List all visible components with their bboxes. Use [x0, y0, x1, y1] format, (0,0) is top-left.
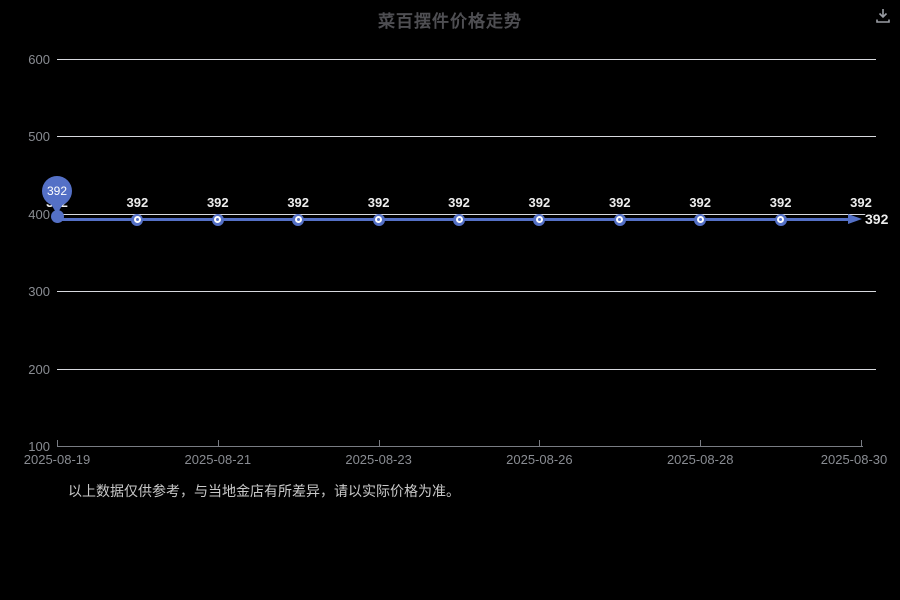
axis-tick: [861, 440, 862, 446]
data-point-marker[interactable]: [372, 213, 385, 226]
x-axis-tick-label: 2025-08-26: [506, 452, 573, 467]
data-point-marker[interactable]: [211, 213, 224, 226]
download-icon: [876, 9, 890, 23]
first-point-badge[interactable]: 392: [42, 175, 72, 223]
gridline: [57, 291, 876, 293]
gridline: [57, 368, 876, 370]
data-point-marker[interactable]: [131, 213, 144, 226]
disclaimer-text: 以上数据仅供参考，与当地金店有所差异，请以实际价格为准。: [68, 483, 460, 499]
axis-tick: [57, 440, 58, 446]
x-axis-line: [57, 446, 863, 447]
data-point-value-label: 392: [769, 194, 792, 210]
y-axis-tick-label: 500: [28, 129, 50, 145]
data-point-marker[interactable]: [694, 213, 707, 226]
data-point-value-label: 392: [206, 194, 229, 210]
data-point-marker[interactable]: [292, 213, 305, 226]
data-point-value-label: 392: [448, 194, 470, 210]
gridline: [57, 59, 876, 60]
data-point-value-label: 392: [689, 194, 712, 210]
line-arrow-icon: [848, 214, 862, 225]
gridline: [57, 213, 876, 215]
x-axis-tick-label: 2025-08-19: [23, 452, 91, 467]
data-point-value-label: 392: [287, 194, 310, 210]
data-point-marker[interactable]: [453, 213, 465, 226]
data-point-value-label: 392: [126, 194, 149, 210]
data-point-value-label: 392: [850, 194, 872, 210]
axis-tick: [539, 440, 541, 446]
data-point-value-label: 392: [528, 194, 551, 210]
x-axis-tick-label: 2025-08-23: [345, 452, 412, 467]
y-axis-tick-label: 400: [28, 206, 50, 222]
series-end-value-label: 392: [865, 210, 889, 227]
data-point-marker[interactable]: [774, 213, 787, 226]
data-point-marker[interactable]: [533, 213, 546, 226]
chart-title: 菜百摆件价格走势: [378, 12, 522, 31]
axis-tick: [217, 440, 219, 446]
gridline: [57, 136, 876, 138]
axis-tick: [378, 440, 380, 446]
data-point-marker[interactable]: [613, 213, 626, 226]
x-axis-tick-label: 2025-08-30: [820, 452, 888, 467]
download-button[interactable]: [870, 4, 896, 30]
y-axis-tick-label: 200: [28, 361, 50, 377]
y-axis-tick-label: 100: [28, 439, 50, 454]
x-axis-tick-label: 2025-08-28: [666, 452, 734, 467]
y-axis-tick-label: 300: [28, 284, 50, 300]
first-point-marker: [50, 209, 64, 223]
y-axis-tick-label: 600: [28, 52, 50, 67]
axis-tick: [700, 440, 702, 446]
x-axis-tick-label: 2025-08-21: [184, 452, 252, 467]
data-point-value-label: 392: [367, 194, 390, 210]
data-point-value-label: 392: [608, 194, 631, 210]
